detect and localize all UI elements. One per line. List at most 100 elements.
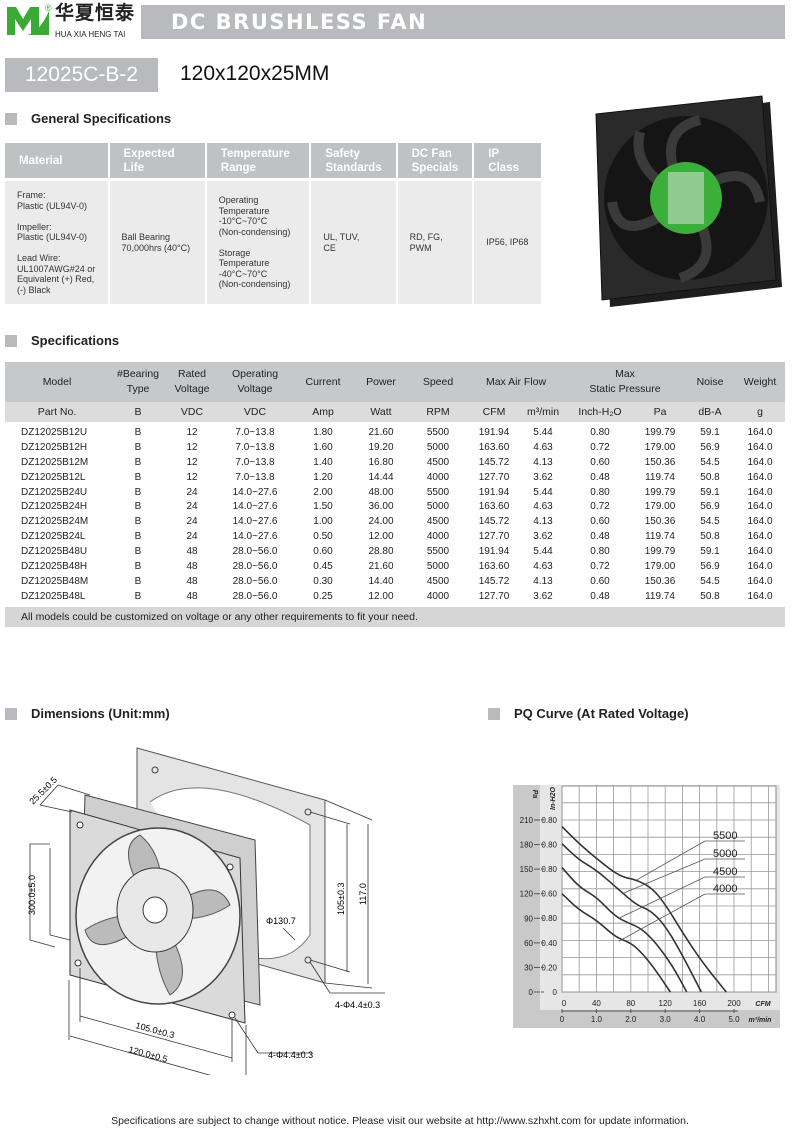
col-header: Temperature Range [206,143,310,178]
col-header: DC Fan Specials [397,143,473,178]
unit-header: VDC [217,402,293,422]
x-tick-label: 40 [592,999,601,1008]
page-title: DC BRUSHLESS FAN [141,5,785,39]
cell: 2.00 [313,486,333,498]
label-leader-arrow [618,893,706,942]
customization-note: All models could be customized on voltag… [5,607,785,627]
section-marker-icon [5,707,17,720]
cell: 14.0~27.6 [232,501,278,513]
pq-curve-4500 [561,866,688,993]
column-header: Power [353,362,409,402]
cell: DZ12025B24L [21,531,86,543]
holes-bottom-label: 4-Φ4.4±0.3 [268,1050,313,1060]
x2-tick-label: 4.0 [694,1015,706,1024]
cell: 3.62 [533,471,553,483]
label-leader-arrow [636,840,706,881]
cell: 0.80 [590,426,610,438]
cell: 150.36 [644,456,676,468]
cell: 1.50 [313,501,333,513]
x-tick-label: 0 [562,999,567,1008]
cell: 28.0~56.0 [232,560,278,572]
unit-header: Pa [635,402,685,422]
cell: 164.0 [747,516,773,528]
cell: 119.74 [645,531,675,543]
cell: Ball Bearing 70,000hrs (40°C) [109,181,205,304]
cell: 28.0~56.0 [232,575,278,587]
cell: 191.94 [478,426,510,438]
cell: 14.0~27.6 [232,516,278,528]
cell: 4500 [426,456,450,468]
cell: 0.60 [590,456,610,468]
cell: 4000 [426,590,450,602]
cell: 164.0 [747,441,773,453]
y2-tick-label: 0.80 [541,914,557,923]
y2-tick-label: 0 [553,988,558,997]
table-row: DZ12025B12M B 12 7.0~13.8 1.40 16.80 4500 145.7… [5,455,785,470]
cell: 59.1 [700,546,720,558]
y-tick-label: 0 [529,988,534,997]
cell: 59.1 [700,486,720,498]
cell: 5000 [426,501,450,513]
section-marker-icon [488,707,500,720]
table-row: DZ12025B12L B 12 7.0~13.8 1.20 14.44 4000 127.7… [5,470,785,485]
cell: B [134,441,142,453]
cell: 12 [186,426,198,438]
cell: IP56, IP68 [474,181,541,304]
cell: 4.13 [533,575,553,587]
general-spec-table: Material Expected Life Temperature Range… [3,140,543,307]
cell: 1.40 [313,456,333,468]
cell: 7.0~13.8 [235,426,275,438]
y2-tick-label: 0.80 [541,816,557,825]
cell: 0.72 [590,441,610,453]
x-tick-label: 120 [659,999,673,1008]
product-dimensions: 120x120x25MM [180,62,330,85]
cell: 127.70 [478,531,510,543]
cell: 119.74 [645,471,675,483]
cell: 0.30 [313,575,333,587]
table-row: DZ12025B24L B 24 14.0~27.6 0.50 12.00 4000 127.… [5,529,785,544]
y2-tick-label: 0.40 [541,939,557,948]
cell: DZ12025B48H [21,560,88,572]
cell: 164.0 [747,486,773,498]
cell: 24 [186,531,198,543]
pq-curve-heading: PQ Curve (At Rated Voltage) [488,706,689,721]
cell: 50.8 [700,531,720,543]
x2-axis-label: m³/min [749,1017,772,1024]
cell: 5.44 [533,426,553,438]
pq-curve-5000 [561,843,703,993]
cell: 164.0 [747,426,773,438]
cell: 54.5 [700,516,720,528]
cell: 14.0~27.6 [232,531,278,543]
col-header: Expected Life [109,143,205,178]
cell: 24 [186,501,198,513]
cell: 164.0 [747,575,773,587]
y2-axis-label: In-H2O [550,787,557,811]
cell: 5000 [426,441,450,453]
cell: 163.60 [478,560,510,572]
cell: Frame: Plastic (UL94V-0) Impeller: Plast… [5,181,108,304]
cell: 119.74 [645,590,675,602]
table-row: DZ12025B48U B 48 28.0~56.0 0.60 28.80 5500 191.… [5,544,785,559]
cell: 0.80 [590,546,610,558]
y-tick-label: 210 [520,816,534,825]
cell: 164.0 [747,456,773,468]
section-marker-icon [5,334,17,347]
cell: 50.8 [700,471,720,483]
cell: 7.0~13.8 [235,456,275,468]
cell: 7.0~13.8 [235,471,275,483]
cell: B [134,501,142,513]
cell: RD, FG, PWM [397,181,473,304]
model-number: 12025C-B-2 [5,58,158,92]
cell: 164.0 [747,531,773,543]
cell: DZ12025B48U [21,546,88,558]
unit-header: Inch-H₂O [565,402,635,422]
x-tick-label: 80 [626,999,635,1008]
cell: 163.60 [478,501,510,513]
unit-header: CFM [467,402,521,422]
cell: 0.60 [590,516,610,528]
cell: B [134,486,142,498]
cell: B [134,531,142,543]
cell: B [134,426,142,438]
cell: 24.00 [368,516,394,528]
holes-right-label: 4-Φ4.4±0.3 [335,1000,380,1010]
